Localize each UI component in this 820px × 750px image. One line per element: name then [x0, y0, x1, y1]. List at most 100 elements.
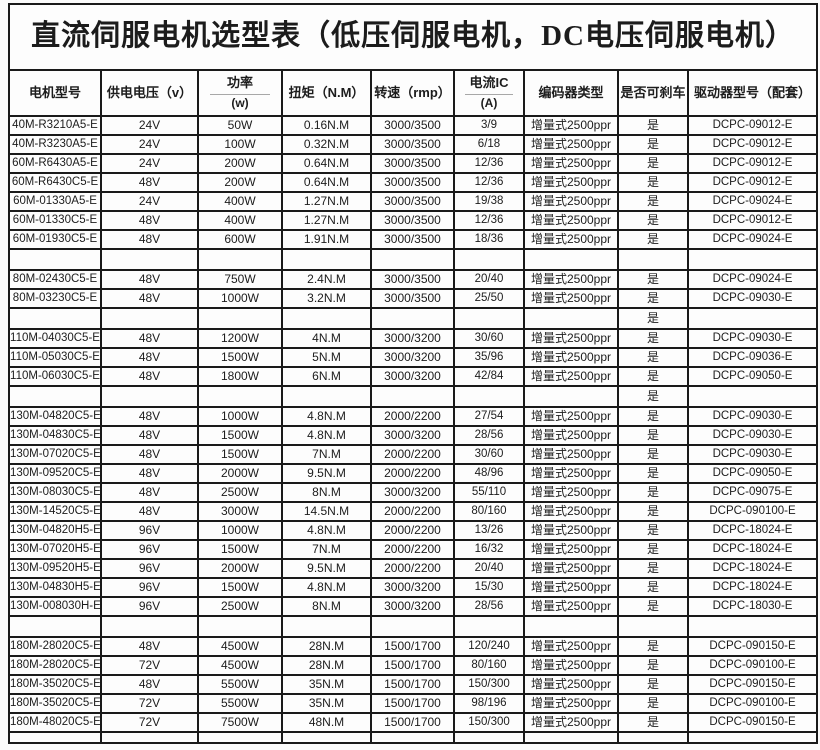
table-row: 60M-R6430C5-E 48V 200W 0.64N.M 3000/3500 12/3… [8, 172, 819, 193]
cell-brake: 是 [617, 482, 689, 503]
cell-speed: 3000/3200 [370, 366, 455, 387]
cell-torque: 6N.M [281, 366, 372, 387]
cell-encoder: 增量式2500ppr [523, 444, 619, 465]
cell-current: 12/36 [453, 172, 525, 193]
cell-brake: 是 [617, 385, 689, 408]
separator-row [8, 615, 819, 638]
cell-model: 130M-07020C5-E [8, 444, 102, 465]
cell-power: 1500W [197, 577, 283, 598]
cell-torque: 35N.M [281, 693, 372, 714]
cell-brake [617, 615, 689, 638]
cell-torque: 7N.M [281, 539, 372, 560]
cell-voltage: 24V [100, 134, 199, 155]
cell-speed [370, 615, 455, 638]
cell-driver: DCPC-090150-E [686, 674, 819, 695]
cell-speed: 3000/3500 [370, 210, 455, 231]
cell-speed [370, 731, 455, 744]
cell-encoder: 增量式2500ppr [523, 425, 619, 446]
cell-torque: 8N.M [281, 482, 372, 503]
title-row: 直流伺服电机选型表（低压伺服电机，DC电压伺服电机） [7, 3, 819, 71]
cell-voltage: 48V [100, 463, 199, 484]
cell-voltage: 48V [100, 674, 199, 695]
cell-encoder: 增量式2500ppr [523, 134, 619, 155]
cell-brake: 是 [617, 520, 689, 541]
cell-torque: 7N.M [281, 444, 372, 465]
cell-model: 110M-06030C5-E [8, 366, 102, 387]
table-row: 130M-04820H5-E 96V 1000W 4.8N.M 2000/2200 13/… [8, 520, 819, 541]
cell-power: 5500W [197, 674, 283, 695]
cell-current: 30/60 [453, 328, 525, 349]
cell-brake: 是 [617, 347, 689, 368]
cell-brake: 是 [617, 406, 689, 427]
cell-speed: 3000/3500 [370, 288, 455, 309]
cell-torque: 1.91N.M [281, 229, 372, 250]
cell-voltage: 48V [100, 172, 199, 193]
page-title: 直流伺服电机选型表（低压伺服电机，DC电压伺服电机） [7, 3, 819, 71]
cell-torque: 4.8N.M [281, 520, 372, 541]
cell-torque: 0.16N.M [281, 115, 372, 136]
cell-driver: DCPC-090150-E [686, 636, 819, 657]
cell-encoder: 增量式2500ppr [523, 558, 619, 579]
cell-current [453, 248, 525, 271]
cell-driver: DCPC-09012-E [686, 134, 819, 155]
cell-current: 120/240 [453, 636, 525, 657]
cell-voltage: 48V [100, 269, 199, 290]
table-row: 130M-04830C5-E 48V 1500W 4.8N.M 3000/3200 28/… [8, 425, 819, 446]
cell-driver: DCPC-09024-E [686, 229, 819, 250]
cell-model: 40M-R3230A5-E [8, 134, 102, 155]
table-row: 130M-09520C5-E 48V 2000W 9.5N.M 2000/2200 48/… [8, 463, 819, 484]
cell-voltage: 48V [100, 229, 199, 250]
cell-voltage: 72V [100, 693, 199, 714]
cell-encoder: 增量式2500ppr [523, 596, 619, 617]
table-row: 180M-48020C5-E 72V 7500W 48N.M 1500/1700 150/… [8, 712, 819, 733]
cell-model: 130M-04830H5-E [8, 577, 102, 598]
cell-current: 48/96 [453, 463, 525, 484]
cell-power: 400W [197, 210, 283, 231]
table-row: 40M-R3210A5-E 24V 50W 0.16N.M 3000/3500 3/9 增量… [8, 115, 819, 136]
table-row: 180M-28020C5-E 48V 4500W 28N.M 1500/1700 120/… [8, 636, 819, 657]
cell-power: 2000W [197, 463, 283, 484]
cell-encoder: 增量式2500ppr [523, 269, 619, 290]
cell-encoder [523, 731, 619, 744]
cell-speed: 2000/2200 [370, 444, 455, 465]
column-header-current: 电流IC (A) [453, 69, 525, 117]
cell-power: 1000W [197, 520, 283, 541]
cell-speed: 1500/1700 [370, 636, 455, 657]
cell-speed [370, 385, 455, 408]
cell-power: 1200W [197, 328, 283, 349]
cell-current: 28/56 [453, 425, 525, 446]
cell-encoder: 增量式2500ppr [523, 406, 619, 427]
cell-voltage [100, 731, 199, 744]
cell-torque: 48N.M [281, 712, 372, 733]
cell-torque [281, 307, 372, 330]
cell-brake: 是 [617, 463, 689, 484]
cell-current: 35/96 [453, 347, 525, 368]
cell-torque [281, 731, 372, 744]
cell-encoder: 增量式2500ppr [523, 153, 619, 174]
cell-voltage [100, 248, 199, 271]
cell-encoder [523, 248, 619, 271]
cell-current: 15/30 [453, 577, 525, 598]
cell-voltage: 48V [100, 482, 199, 503]
cell-brake: 是 [617, 134, 689, 155]
cell-power: 1500W [197, 539, 283, 560]
cell-encoder: 增量式2500ppr [523, 520, 619, 541]
cell-encoder: 增量式2500ppr [523, 577, 619, 598]
cell-brake: 是 [617, 693, 689, 714]
cell-encoder: 增量式2500ppr [523, 115, 619, 136]
cell-current: 12/36 [453, 153, 525, 174]
cell-model: 180M-35020C5-E [8, 693, 102, 714]
cell-model: 130M-04830C5-E [8, 425, 102, 446]
cell-speed: 2000/2200 [370, 539, 455, 560]
cell-torque: 4.8N.M [281, 425, 372, 446]
cell-model [8, 307, 102, 330]
cell-current: 13/26 [453, 520, 525, 541]
cell-brake: 是 [617, 655, 689, 676]
cell-encoder: 增量式2500ppr [523, 172, 619, 193]
cell-driver: DCPC-09024-E [686, 269, 819, 290]
cell-driver: DCPC-09036-E [686, 347, 819, 368]
separator-row: 是 [8, 307, 819, 330]
cell-power: 2500W [197, 482, 283, 503]
cell-speed: 3000/3200 [370, 328, 455, 349]
cell-encoder: 增量式2500ppr [523, 463, 619, 484]
